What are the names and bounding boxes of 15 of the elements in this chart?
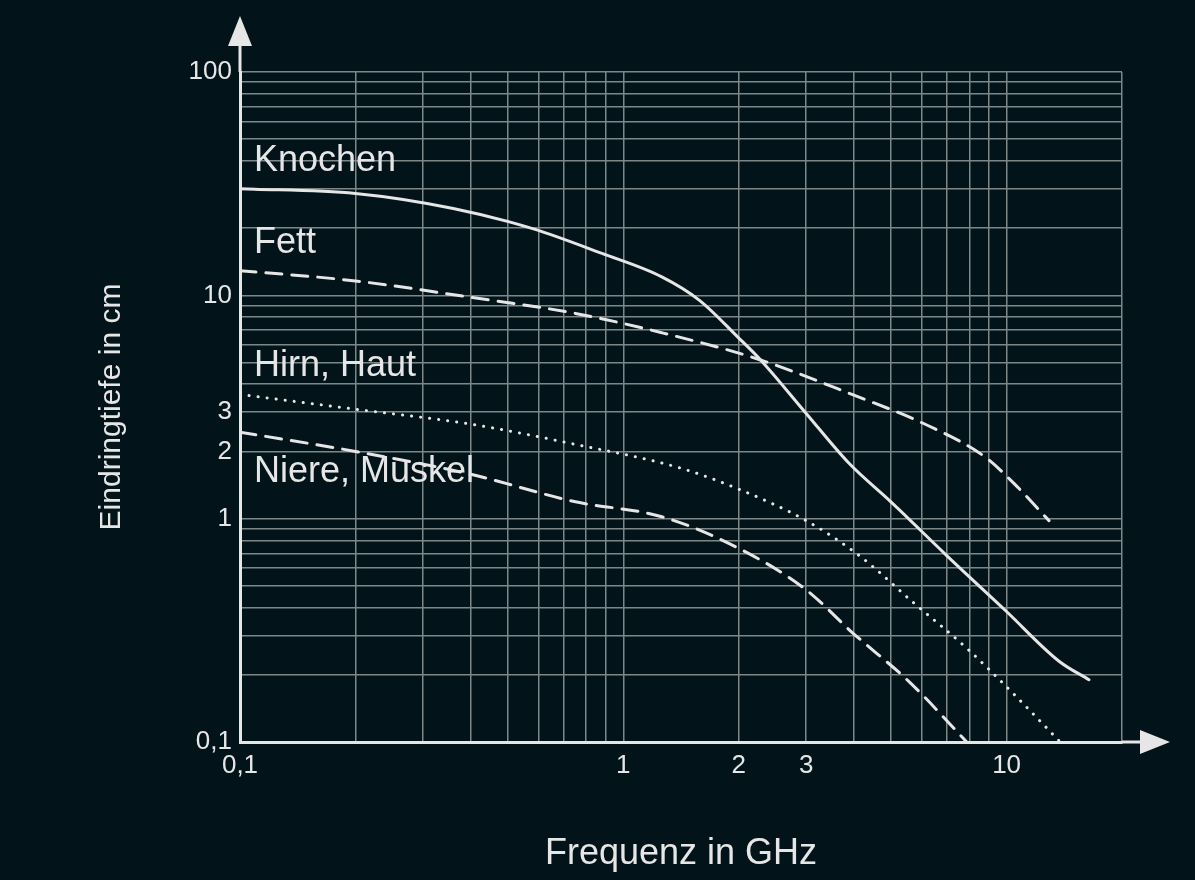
series-label: Hirn, Haut xyxy=(254,343,417,385)
y-tick-label: 3 xyxy=(217,395,232,426)
y-tick-label: 100 xyxy=(188,55,232,86)
y-tick-label: 0,1 xyxy=(195,725,232,756)
x-axis-title: Frequenz in GHz xyxy=(544,831,818,873)
y-axis-title: Eindringtiefe in cm xyxy=(93,283,127,531)
x-tick-label: 3 xyxy=(798,748,814,779)
x-tick-label: 2 xyxy=(731,748,746,779)
x-tick-label: 1 xyxy=(616,748,631,779)
y-tick-label: 1 xyxy=(217,501,232,532)
y-tick-label: 10 xyxy=(203,278,232,309)
x-tick-label: 10 xyxy=(992,748,1022,779)
series-label: Fett xyxy=(254,219,317,261)
y-tick-label: 2 xyxy=(217,434,232,465)
series-label: Knochen xyxy=(254,137,397,179)
